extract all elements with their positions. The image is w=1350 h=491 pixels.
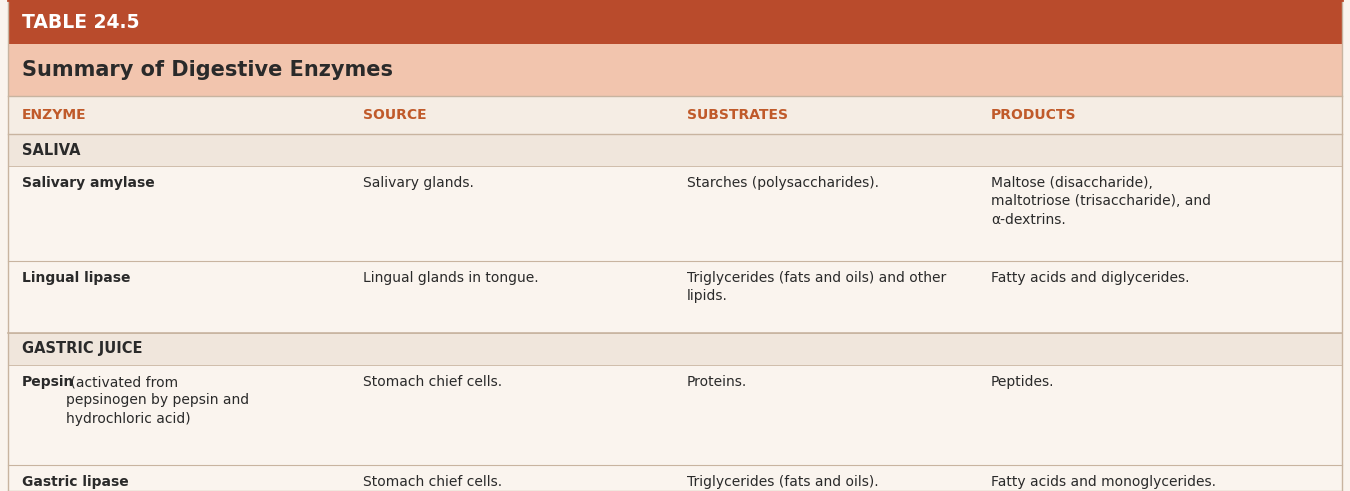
Text: Peptides.: Peptides. (991, 375, 1054, 389)
Bar (8, 166, 1342, 261)
Text: Lingual glands in tongue.: Lingual glands in tongue. (363, 271, 539, 285)
Text: SOURCE: SOURCE (363, 108, 427, 122)
Text: Stomach chief cells.: Stomach chief cells. (363, 475, 502, 489)
Bar (8, 96, 1342, 134)
Text: Salivary amylase: Salivary amylase (22, 176, 155, 190)
Text: Fatty acids and monoglycerides.: Fatty acids and monoglycerides. (991, 475, 1216, 489)
Bar (8, 365, 1342, 465)
Bar (8, 465, 1342, 491)
Text: Fatty acids and diglycerides.: Fatty acids and diglycerides. (991, 271, 1189, 285)
Bar (8, 44, 1342, 96)
Text: Lingual lipase: Lingual lipase (22, 271, 131, 285)
Bar (8, 333, 1342, 365)
Text: Proteins.: Proteins. (687, 375, 748, 389)
Bar (8, 0, 1342, 44)
Text: Salivary glands.: Salivary glands. (363, 176, 474, 190)
Text: Gastric lipase: Gastric lipase (22, 475, 128, 489)
Text: Pepsin: Pepsin (22, 375, 74, 389)
Text: Summary of Digestive Enzymes: Summary of Digestive Enzymes (22, 60, 393, 80)
Text: SALIVA: SALIVA (22, 142, 81, 158)
Bar (8, 134, 1342, 166)
Text: SUBSTRATES: SUBSTRATES (687, 108, 788, 122)
Text: Triglycerides (fats and oils).: Triglycerides (fats and oils). (687, 475, 879, 489)
Bar (8, 261, 1342, 333)
Text: Triglycerides (fats and oils) and other
lipids.: Triglycerides (fats and oils) and other … (687, 271, 946, 303)
Text: ENZYME: ENZYME (22, 108, 86, 122)
Text: TABLE 24.5: TABLE 24.5 (22, 12, 139, 31)
Text: GASTRIC JUICE: GASTRIC JUICE (22, 342, 143, 356)
Text: Starches (polysaccharides).: Starches (polysaccharides). (687, 176, 879, 190)
Text: Stomach chief cells.: Stomach chief cells. (363, 375, 502, 389)
Text: (activated from
pepsinogen by pepsin and
hydrochloric acid): (activated from pepsinogen by pepsin and… (66, 375, 250, 426)
Text: PRODUCTS: PRODUCTS (991, 108, 1076, 122)
Text: Maltose (disaccharide),
maltotriose (trisaccharide), and
α-dextrins.: Maltose (disaccharide), maltotriose (tri… (991, 176, 1211, 227)
